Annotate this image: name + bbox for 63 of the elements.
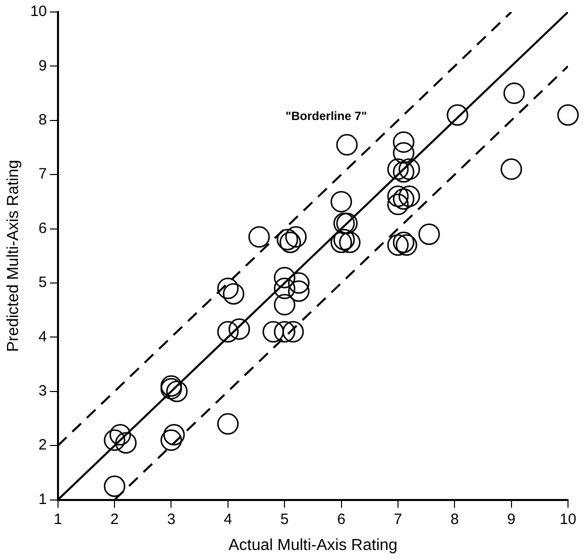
point — [285, 226, 307, 248]
y-tick-label: 1 — [38, 490, 47, 508]
point — [288, 280, 310, 302]
point — [418, 223, 440, 245]
y-tick-label: 8 — [38, 112, 47, 129]
x-axis-title: Actual Multi-Axis Rating — [228, 536, 398, 554]
point — [392, 142, 414, 164]
y-tick-label: 5 — [38, 274, 47, 292]
point — [274, 321, 296, 343]
x-tick-label: 8 — [450, 510, 459, 528]
annotation: "Borderline 7" — [286, 109, 367, 124]
point — [339, 232, 361, 254]
point — [387, 158, 409, 180]
y-tick-label: 7 — [38, 166, 47, 183]
y-tick-label: 6 — [38, 220, 47, 237]
y-tick-label: 4 — [38, 328, 47, 346]
point — [222, 283, 244, 305]
point — [104, 476, 126, 497]
x-tick-label: 2 — [110, 510, 119, 528]
x-tick-label: 6 — [337, 510, 346, 528]
point — [228, 318, 250, 340]
point — [392, 161, 414, 183]
y-tick-label: 10 — [30, 3, 47, 20]
point — [262, 321, 284, 343]
x-tick-label: 1 — [54, 510, 62, 528]
point — [288, 272, 310, 294]
point — [387, 234, 409, 256]
point — [503, 82, 525, 104]
point — [217, 321, 239, 343]
x-tick-label: 5 — [280, 510, 289, 528]
x-tick-label: 7 — [394, 510, 402, 528]
point — [104, 429, 126, 451]
point — [217, 278, 239, 300]
point — [248, 226, 270, 248]
point — [166, 380, 188, 402]
point — [274, 278, 296, 300]
y-axis-title: Predicted Multi-Axis Rating — [5, 160, 22, 352]
point — [274, 266, 296, 288]
point — [336, 134, 358, 156]
x-tick-label: 4 — [224, 510, 232, 528]
point — [330, 190, 352, 212]
y-tick-label: 2 — [38, 436, 47, 454]
point — [446, 104, 468, 126]
point — [282, 321, 304, 343]
point — [398, 186, 420, 208]
y-tick-label: 3 — [38, 382, 47, 400]
x-tick-label: 10 — [560, 510, 576, 528]
point — [109, 424, 131, 446]
point — [392, 131, 414, 153]
point — [115, 432, 137, 454]
point — [387, 194, 409, 216]
point — [557, 104, 579, 126]
point — [392, 188, 414, 210]
point — [398, 158, 420, 180]
point — [274, 294, 296, 316]
x-tick-label: 9 — [507, 510, 516, 528]
point — [500, 158, 522, 180]
x-tick-label: 3 — [167, 510, 176, 528]
point — [163, 424, 185, 446]
point — [217, 413, 239, 435]
y-tick-label: 9 — [38, 57, 47, 74]
point — [160, 429, 182, 451]
point — [387, 186, 409, 208]
